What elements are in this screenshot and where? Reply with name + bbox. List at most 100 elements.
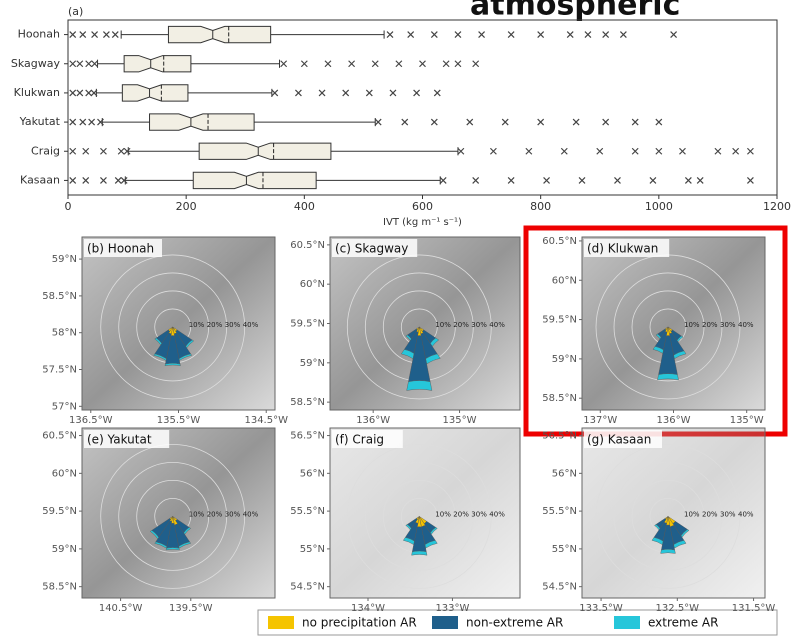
flier [70, 61, 76, 67]
flier [387, 32, 393, 38]
flier [86, 90, 92, 96]
ring-label: 30% [720, 510, 736, 518]
lat-label: 59°N [300, 358, 325, 369]
flier [70, 90, 76, 96]
y-tick-label: Craig [31, 144, 60, 157]
legend-swatch [268, 616, 294, 629]
header-fragment: atmospheric [470, 0, 680, 23]
lat-label: 55°N [552, 544, 577, 555]
x-tick-label: 400 [294, 200, 315, 213]
flier [490, 148, 496, 154]
flier [434, 90, 440, 96]
lat-label: 58.5°N [42, 582, 77, 593]
legend-swatch [432, 616, 458, 629]
figure: atmospheric (a)020040060080010001200IVT … [0, 0, 792, 637]
flier [502, 119, 508, 125]
panel-title: (g) Kasaan [587, 433, 651, 447]
lon-label: 135.5°W [157, 415, 201, 426]
flier [83, 177, 89, 183]
flier [603, 32, 609, 38]
lon-label: 133.5°W [579, 603, 623, 614]
flier [80, 32, 86, 38]
lat-label: 54.5°N [290, 582, 325, 593]
flier [408, 32, 414, 38]
flier [349, 61, 355, 67]
panel-title: (d) Klukwan [587, 242, 658, 256]
map-panel: 10%20%30%40% [330, 237, 520, 410]
flier [319, 90, 325, 96]
lat-label: 56°N [552, 468, 577, 479]
lat-label: 59.5°N [42, 506, 77, 517]
lat-label: 58°N [52, 328, 77, 339]
lat-label: 60°N [552, 275, 577, 286]
flier [390, 90, 396, 96]
map-panel: 10%20%30%40% [82, 428, 275, 598]
flier [100, 148, 106, 154]
flier [366, 90, 372, 96]
ring-label: 40% [738, 321, 754, 329]
map-panel: 10%20%30%40% [330, 428, 520, 598]
flier [295, 90, 301, 96]
rose-petal [661, 549, 676, 553]
flier [396, 61, 402, 67]
flier [620, 32, 626, 38]
flier [89, 119, 95, 125]
lat-label: 58.5°N [42, 291, 77, 302]
ring-label: 20% [702, 510, 718, 518]
y-tick-label: Kasaan [20, 173, 60, 186]
lat-label: 55.5°N [290, 506, 325, 517]
ring-label: 20% [453, 321, 469, 329]
lat-label: 59.5°N [542, 315, 577, 326]
x-tick-label: 200 [176, 200, 197, 213]
flier [100, 177, 106, 183]
lon-label: 136°W [657, 415, 691, 426]
flier [70, 177, 76, 183]
flier [86, 61, 92, 67]
flier [538, 32, 544, 38]
y-tick-label: Hoonah [18, 28, 60, 41]
ring-label: 10% [684, 321, 700, 329]
panel-label: (a) [68, 5, 83, 18]
y-tick-label: Skagway [11, 57, 61, 70]
x-tick-label: 600 [412, 200, 433, 213]
flier [455, 61, 461, 67]
flier [733, 148, 739, 154]
lat-label: 59°N [52, 544, 77, 555]
flier [458, 148, 464, 154]
flier [414, 90, 420, 96]
lat-label: 60.5°N [290, 240, 325, 251]
lat-label: 55.5°N [542, 506, 577, 517]
flier [538, 119, 544, 125]
flier [632, 148, 638, 154]
lat-label: 59.5°N [290, 319, 325, 330]
box [193, 172, 316, 188]
page: atmospheric (a)020040060080010001200IVT … [0, 0, 792, 637]
flier [685, 177, 691, 183]
lat-label: 59°N [552, 354, 577, 365]
flier [70, 119, 76, 125]
panel-title: (e) Yakutat [87, 433, 152, 447]
flier [526, 148, 532, 154]
legend-label: extreme AR [648, 616, 718, 630]
flier [103, 32, 109, 38]
flier [603, 119, 609, 125]
flier [585, 32, 591, 38]
ring-label: 20% [207, 510, 223, 518]
flier [614, 177, 620, 183]
flier [656, 148, 662, 154]
flier [281, 61, 287, 67]
flier [375, 119, 381, 125]
ring-label: 40% [489, 510, 505, 518]
ring-label: 40% [738, 510, 754, 518]
flier [112, 32, 118, 38]
box [199, 143, 331, 159]
lon-label: 132.5°W [656, 603, 700, 614]
flier [440, 177, 446, 183]
flier [77, 90, 83, 96]
lat-label: 57.5°N [42, 365, 77, 376]
flier [372, 61, 378, 67]
panel-title: (b) Hoonah [87, 242, 154, 256]
flier [479, 32, 485, 38]
flier [561, 148, 567, 154]
flier [508, 32, 514, 38]
